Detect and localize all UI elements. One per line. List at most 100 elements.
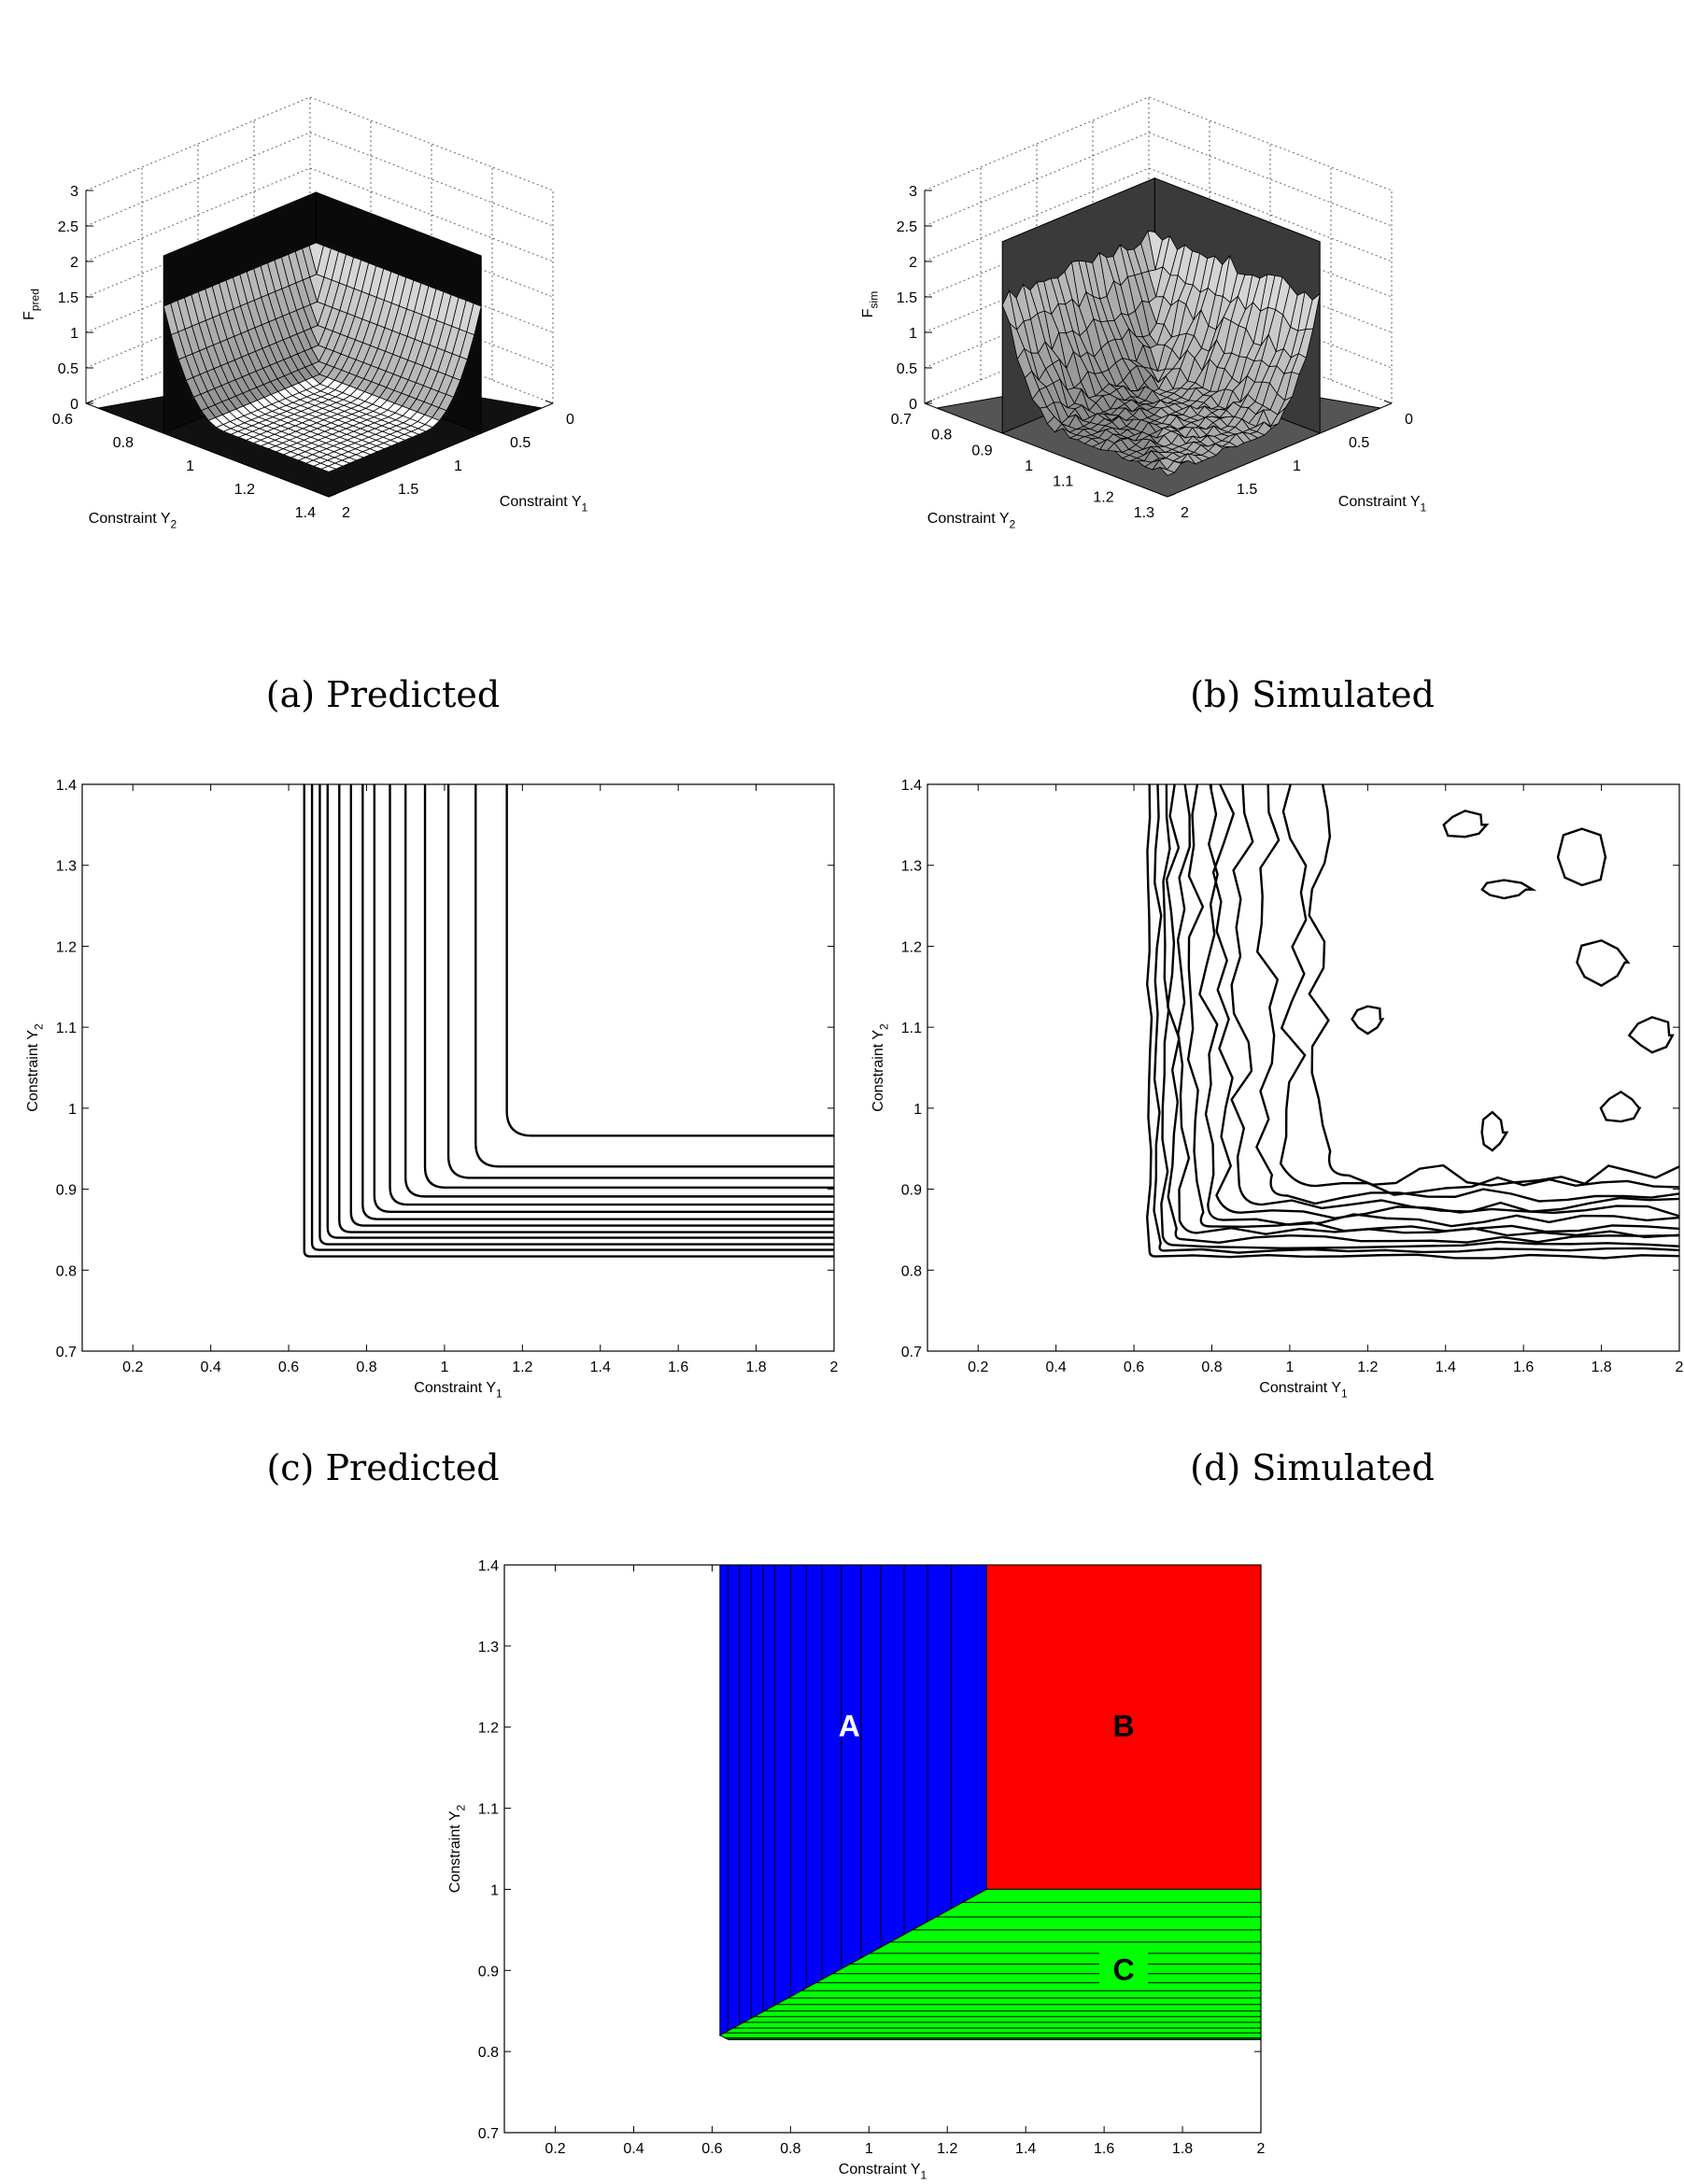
surface-mesh-a <box>163 242 482 472</box>
y-tick-label-c-4: 1.1 <box>56 1021 77 1036</box>
y-axis-label-e: Constraint Y2 <box>447 1804 468 1893</box>
y-tick-label-e-6: 1.3 <box>478 1640 499 1656</box>
z-tick-label-a-0: 0 <box>70 397 78 413</box>
contour-line-c-12 <box>474 784 834 1168</box>
y-tick-label-d-7: 1.4 <box>901 778 922 794</box>
x-tick-label-c-1: 0.4 <box>201 1360 221 1375</box>
contour-line-c-0 <box>303 784 834 1258</box>
contour-line-d-11 <box>1308 783 1680 1187</box>
y1-tick-label-a-0: 2 <box>342 505 350 521</box>
x-tick-label-c-5: 1.2 <box>512 1360 532 1375</box>
x-tick-label-d-2: 0.6 <box>1124 1360 1144 1375</box>
x-axis-label-d: Constraint Y1 <box>1259 1380 1348 1401</box>
contour-line-c-5 <box>349 784 834 1227</box>
x-tick-label-d-6: 1.4 <box>1436 1360 1456 1375</box>
x-tick-label-e-1: 0.4 <box>623 2141 644 2157</box>
y-tick-label-e-5: 1.2 <box>478 1721 499 1737</box>
x-tick-label-e-0: 0.2 <box>545 2141 565 2157</box>
grid-wall-a-6 <box>85 96 554 191</box>
y2-tick-label-b-1: 0.8 <box>931 428 952 444</box>
panel-d-simulated-contour: 0.2 0.4 0.6 0.8 1 1.2 1.4 1.6 1.8 2 0.7 0.8 0.9 1 1.1 1… <box>845 756 1684 1438</box>
z-axis-label-a: Fpred <box>21 289 42 320</box>
y-tick-label-d-1: 0.8 <box>901 1263 922 1279</box>
x-tick-label-e-8: 1.8 <box>1172 2141 1193 2157</box>
y2-tick-label-b-0: 0.7 <box>891 412 912 428</box>
y1-tick-label-a-2: 1 <box>454 458 462 474</box>
y-tick-label-e-0: 0.7 <box>478 2126 499 2142</box>
x-tick-label-d-4: 1 <box>1285 1360 1294 1375</box>
x-tick-label-d-1: 0.4 <box>1046 1360 1067 1375</box>
z-tick-label-b-1: 0.5 <box>897 361 917 377</box>
contour-island-d-3 <box>1576 938 1631 987</box>
x-tick-label-e-9: 2 <box>1257 2141 1266 2157</box>
x-axis-label-c: Constraint Y1 <box>414 1380 502 1401</box>
y2-tick-a-0 <box>85 400 94 404</box>
y-tick-label-d-2: 0.9 <box>901 1183 922 1199</box>
x-tick-label-c-4: 1 <box>440 1360 448 1375</box>
contour-line-c-3 <box>326 784 834 1239</box>
contour-line-c-1 <box>310 784 834 1251</box>
caption-c: (c) Predicted <box>266 1447 500 1488</box>
z-tick-label-b-3: 1.5 <box>897 290 917 306</box>
contour-island-d-5 <box>1599 1090 1642 1123</box>
contour-line-d-7 <box>1211 783 1680 1219</box>
y1-tick-label-a-1: 1.5 <box>398 482 418 498</box>
y-tick-label-c-7: 1.4 <box>56 778 77 794</box>
contour-line-d-2 <box>1160 783 1680 1249</box>
y-tick-label-e-7: 1.4 <box>478 1558 499 1574</box>
contour-line-d-3 <box>1165 783 1680 1245</box>
y-tick-label-c-0: 0.7 <box>56 1345 77 1360</box>
x-tick-label-d-8: 1.8 <box>1591 1360 1611 1375</box>
contour-line-d-8 <box>1230 783 1680 1213</box>
z-tick-label-b-5: 2.5 <box>897 219 917 235</box>
grid-wall-b-6 <box>924 96 1393 191</box>
y2-tick-label-b-6: 1.3 <box>1134 505 1154 521</box>
x-tick-label-c-2: 0.6 <box>278 1360 299 1375</box>
contour-island-d-4 <box>1351 1005 1385 1036</box>
x-axis-label-e: Constraint Y1 <box>839 2162 927 2182</box>
contour-line-d-10 <box>1279 783 1680 1196</box>
z-tick-label-a-6: 3 <box>70 184 78 200</box>
x-tick-label-d-3: 0.8 <box>1201 1360 1222 1375</box>
y2-axis-label-b: Constraint Y2 <box>927 511 1016 531</box>
surface-plot-b: 0 0.5 1 1.5 2 2.5 3 Fsim 0.7 0.8 0.9 1 1.1 1.2 1.3 2 1.5… <box>860 96 1427 531</box>
caption-a: (a) Predicted <box>265 674 501 715</box>
contour-island-d-6 <box>1480 1110 1509 1152</box>
region-label-bg-c <box>1099 1948 1149 1986</box>
contour-plot-c: 0.2 0.4 0.6 0.8 1 1.2 1.4 1.6 1.8 2 0.7 0.8 0.9 1 1.1 1… <box>25 778 839 1401</box>
y-tick-label-d-6: 1.3 <box>901 859 922 875</box>
y-tick-label-e-1: 0.8 <box>478 2045 499 2061</box>
x-tick-label-c-3: 0.8 <box>356 1360 376 1375</box>
z-tick-label-b-2: 1 <box>909 326 917 342</box>
contour-island-d-1 <box>1480 879 1537 900</box>
y-tick-label-c-6: 1.3 <box>56 859 77 875</box>
region-label-b: B <box>1113 1710 1135 1743</box>
x-tick-label-d-0: 0.2 <box>968 1360 988 1375</box>
caption-b: (b) Simulated <box>1190 674 1435 715</box>
y-axis-label-c: Constraint Y2 <box>25 1023 46 1112</box>
contour-line-d-9 <box>1255 783 1680 1205</box>
x-tick-label-e-6: 1.4 <box>1015 2141 1036 2157</box>
y-tick-label-d-5: 1.2 <box>901 939 922 955</box>
region-label-c: C <box>1113 1952 1135 1986</box>
contour-line-d-1 <box>1153 783 1680 1254</box>
y2-tick-label-a-2: 1 <box>186 458 194 474</box>
x-tick-label-e-3: 0.8 <box>780 2141 800 2157</box>
contour-island-d-0 <box>1442 810 1490 838</box>
y-tick-label-d-0: 0.7 <box>901 1345 922 1360</box>
x-tick-label-d-7: 1.6 <box>1513 1360 1534 1375</box>
panel-e-region-map: 0.2 0.4 0.6 0.8 1 1.2 1.4 1.6 1.8 2 0.7 0.8 0.9 1 1.1 1… <box>411 1531 1270 2184</box>
x-tick-label-c-9: 2 <box>830 1360 839 1375</box>
y2-tick-label-a-3: 1.2 <box>234 482 255 498</box>
z-tick-label-b-6: 3 <box>909 184 917 200</box>
contour-line-c-2 <box>318 784 834 1246</box>
panel-c-predicted-contour: 0.2 0.4 0.6 0.8 1 1.2 1.4 1.6 1.8 2 0.7 0.8 0.9 1 1.1 1… <box>0 756 841 1438</box>
contour-line-c-4 <box>338 784 834 1233</box>
y1-tick-label-b-0: 2 <box>1181 505 1189 521</box>
x-tick-label-c-6: 1.4 <box>590 1360 611 1375</box>
y-tick-label-c-2: 0.9 <box>56 1183 77 1199</box>
y2-tick-label-a-4: 1.4 <box>295 505 316 521</box>
caption-d: (d) Simulated <box>1190 1447 1435 1488</box>
contour-plot-d: 0.2 0.4 0.6 0.8 1 1.2 1.4 1.6 1.8 2 0.7 0.8 0.9 1 1.1 1… <box>870 778 1684 1401</box>
contour-line-c-7 <box>373 784 834 1214</box>
